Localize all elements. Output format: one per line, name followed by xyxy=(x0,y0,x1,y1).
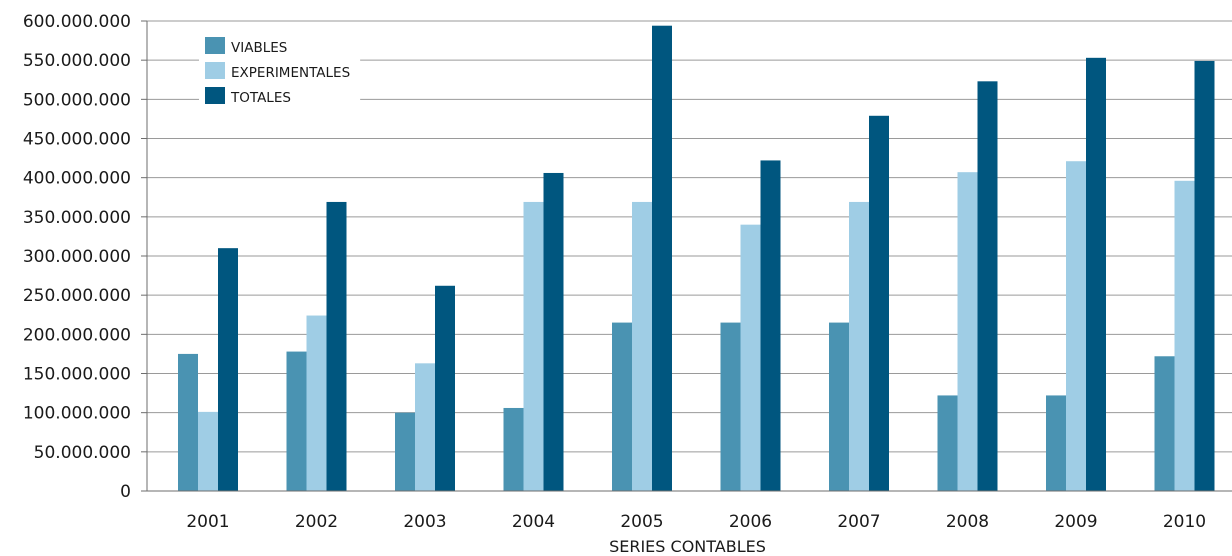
legend: VIABLES EXPERIMENTALES TOTALES xyxy=(199,32,361,111)
y-tick-label: 50.000.000 xyxy=(34,443,131,463)
y-tick-label: 500.000.000 xyxy=(23,90,131,110)
bar-totales-2009 xyxy=(1086,57,1106,492)
y-tick-label: 250.000.000 xyxy=(23,286,131,306)
x-tick-label-2002: 2002 xyxy=(295,512,338,532)
bar-viables-2003 xyxy=(395,412,415,491)
x-tick-label-2010: 2010 xyxy=(1163,512,1206,532)
legend-swatch-totales xyxy=(205,87,225,104)
bar-experimentales-2001 xyxy=(198,411,218,491)
bar-viables-2009 xyxy=(1046,395,1066,491)
bar-experimentales-2008 xyxy=(957,172,978,491)
bar-totales-2002 xyxy=(326,201,347,491)
bar-experimentales-2004 xyxy=(523,201,544,491)
bar-totales-2006 xyxy=(760,160,781,491)
bar-totales-2004 xyxy=(543,172,564,491)
legend-swatch-viables xyxy=(205,37,225,54)
axes xyxy=(146,21,1232,492)
bar-experimentales-2010 xyxy=(1174,180,1195,492)
bar-viables-2008 xyxy=(937,395,958,491)
bar-viables-2010 xyxy=(1154,356,1175,491)
y-tick-label: 600.000.000 xyxy=(23,12,131,32)
y-tick-label: 400.000.000 xyxy=(23,169,131,189)
bar-totales-2003 xyxy=(435,285,455,491)
legend-swatch-experimentales xyxy=(205,62,225,79)
x-axis-tick-labels: 2001 2002 2003 2004 2005 2006 2007 2008 2009 2010 xyxy=(186,512,1206,532)
y-tick-label: 350.000.000 xyxy=(23,208,131,228)
bar-totales-2008 xyxy=(977,81,998,492)
bar-experimentales-2007 xyxy=(849,201,869,491)
bar-experimentales-2005 xyxy=(632,201,652,491)
x-tick-label-2006: 2006 xyxy=(729,512,772,532)
y-tick-label: 450.000.000 xyxy=(23,130,131,150)
bar-experimentales-2002 xyxy=(306,315,327,491)
bar-viables-2006 xyxy=(720,322,741,491)
x-tick-label-2005: 2005 xyxy=(620,512,663,532)
y-axis-tick-labels: 0 50.000.000 100.000.000 150.000.000 200.000… xyxy=(23,12,131,502)
legend-label-totales: TOTALES xyxy=(230,90,291,106)
bar-totales-2007 xyxy=(869,115,889,492)
y-tick-label: 150.000.000 xyxy=(23,365,131,385)
bars xyxy=(178,25,1215,492)
y-tick-label: 200.000.000 xyxy=(23,325,131,345)
bar-viables-2005 xyxy=(612,322,632,491)
y-tick-label: 550.000.000 xyxy=(23,51,131,71)
x-axis-title: SERIES CONTABLES xyxy=(609,537,766,556)
y-tick-label: 300.000.000 xyxy=(23,247,131,267)
x-tick-label-2003: 2003 xyxy=(403,512,446,532)
bar-viables-2007 xyxy=(829,322,849,491)
bar-viables-2001 xyxy=(178,353,198,491)
bar-totales-2005 xyxy=(652,25,672,491)
bar-experimentales-2006 xyxy=(740,224,761,491)
bar-experimentales-2003 xyxy=(415,363,435,491)
bar-viables-2004 xyxy=(503,407,524,491)
legend-background xyxy=(199,32,361,111)
x-tick-label-2001: 2001 xyxy=(186,512,229,532)
y-tick-label: 0 xyxy=(120,482,131,502)
x-tick-label-2008: 2008 xyxy=(946,512,989,532)
bar-viables-2002 xyxy=(286,351,307,491)
legend-label-experimentales: EXPERIMENTALES xyxy=(231,65,350,81)
y-tick-label: 100.000.000 xyxy=(23,404,131,424)
x-tick-label-2007: 2007 xyxy=(837,512,880,532)
bar-totales-2001 xyxy=(218,248,238,491)
x-tick-label-2009: 2009 xyxy=(1054,512,1097,532)
bar-totales-2010 xyxy=(1194,60,1215,491)
bar-experimentales-2009 xyxy=(1066,161,1086,491)
legend-label-viables: VIABLES xyxy=(231,40,287,56)
x-tick-label-2004: 2004 xyxy=(512,512,555,532)
